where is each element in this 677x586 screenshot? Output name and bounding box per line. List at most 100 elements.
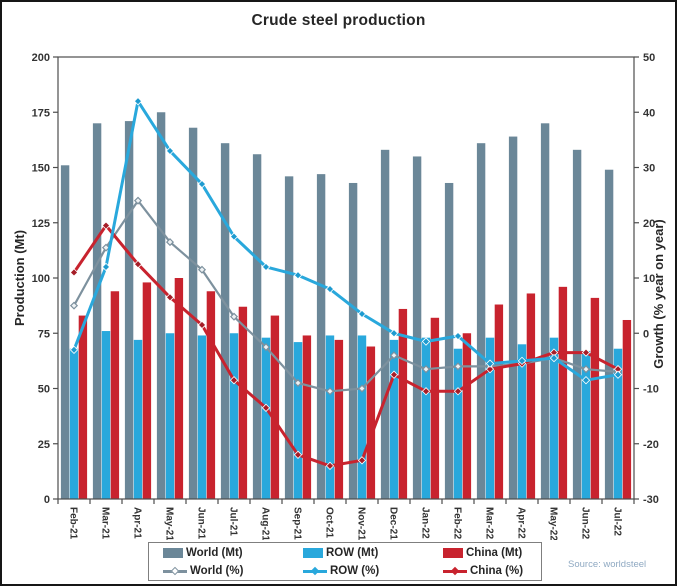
- bar-china-mt: [494, 304, 504, 499]
- bar-china-mt: [174, 278, 184, 499]
- x-axis-month-label: Dec-21: [388, 507, 399, 540]
- bar-china-mt: [238, 306, 248, 499]
- marker-china: [101, 221, 111, 230]
- legend-line-swatch-row: [303, 566, 327, 576]
- marker-world: [133, 196, 143, 205]
- marker-row: [453, 331, 463, 341]
- bar-china-mt: [526, 293, 536, 499]
- x-axis-month-label: Feb-21: [68, 507, 79, 540]
- bar-row-mt: [293, 342, 303, 499]
- marker-row: [613, 370, 623, 379]
- diamond-marker-icon: [170, 566, 180, 576]
- marker-china: [325, 461, 335, 471]
- marker-row: [581, 376, 591, 385]
- x-axis-month-label: Jul-21: [228, 507, 239, 536]
- right-axis-tick-label: 30: [643, 163, 655, 175]
- left-axis-tick-label: 100: [32, 273, 50, 285]
- right-axis-tick-label: 50: [643, 52, 655, 64]
- left-axis-tick-label: 175: [32, 107, 50, 119]
- left-axis-tick-label: 0: [44, 494, 50, 506]
- marker-row: [357, 309, 367, 319]
- bar-row-mt: [229, 333, 239, 499]
- diamond-marker-icon: [450, 566, 460, 576]
- bar-row-mt: [453, 348, 463, 499]
- x-axis-month-label: Jun-21: [196, 507, 207, 540]
- x-axis-month-label: Mar-21: [100, 507, 111, 540]
- marker-china: [69, 268, 79, 277]
- bar-china-mt: [78, 315, 88, 499]
- bar-row-mt: [69, 348, 79, 499]
- bar-world-mt: [572, 149, 582, 499]
- x-axis-month-label: Aug-21: [260, 507, 271, 540]
- marker-row: [261, 262, 271, 272]
- bar-world-mt: [412, 156, 422, 499]
- line-china: [72, 224, 619, 468]
- bar-world-mt: [124, 121, 134, 499]
- legend-item-world: World (%): [163, 565, 303, 577]
- bar-row-mt: [581, 350, 591, 499]
- right-axis-tick-label: 10: [643, 273, 655, 285]
- bar-china-mt: [270, 315, 280, 499]
- marker-world: [581, 365, 591, 374]
- bar-world-mt: [60, 165, 70, 500]
- chart-title: Crude steel production: [251, 12, 426, 29]
- marker-row: [165, 146, 175, 156]
- legend-item-row: ROW (%): [303, 565, 443, 577]
- marker-row: [389, 329, 399, 338]
- legend-item-world-mt: World (Mt): [163, 547, 303, 559]
- x-axis-month-label: May-22: [548, 507, 559, 540]
- diamond-marker-icon: [310, 566, 320, 576]
- bar-world-mt: [284, 176, 294, 499]
- legend-label-china: China (%): [470, 565, 524, 577]
- chart-legend: World (Mt) ROW (Mt) China (Mt) World (%) ROW…: [148, 542, 542, 581]
- x-axis-month-label: Jan-22: [420, 507, 431, 539]
- legend-label-row: ROW (%): [330, 565, 380, 577]
- bar-world-mt: [252, 154, 262, 500]
- left-axis-tick-label: 25: [38, 439, 50, 451]
- bar-world-mt: [156, 112, 166, 499]
- legend-bar-swatch-row-mt: [303, 548, 323, 558]
- bar-row-mt: [165, 333, 175, 499]
- marker-china: [293, 450, 303, 459]
- x-axis-month-label: Jul-22: [612, 507, 623, 536]
- marker-china: [133, 260, 143, 269]
- legend-label-world-mt: World (Mt): [186, 547, 243, 559]
- marker-china: [581, 348, 591, 357]
- bar-world-mt: [540, 123, 550, 500]
- bar-china-mt: [398, 308, 408, 499]
- marker-world: [197, 265, 207, 274]
- legend-item-china-mt: China (Mt): [443, 547, 551, 559]
- legend-label-world: World (%): [190, 565, 244, 577]
- legend-bar-swatch-world-mt: [163, 548, 183, 558]
- marker-row: [229, 232, 239, 241]
- bar-world-mt: [348, 182, 358, 499]
- right-axis-tick-label: 20: [643, 218, 655, 230]
- marker-row: [421, 337, 431, 346]
- bar-row-mt: [549, 337, 559, 499]
- marker-world: [421, 365, 431, 374]
- legend-item-row-mt: ROW (Mt): [303, 547, 443, 559]
- right-axis-tick-label: -10: [643, 384, 659, 396]
- marker-row: [101, 262, 111, 272]
- legend-item-china: China (%): [443, 565, 551, 577]
- right-axis-tick-label: 0: [643, 328, 649, 340]
- bar-row-mt: [517, 344, 527, 499]
- right-axis-title: Growth (% year on year): [651, 219, 666, 369]
- bar-row-mt: [197, 335, 207, 499]
- marker-row: [293, 271, 303, 280]
- marker-world: [261, 343, 271, 352]
- marker-world: [389, 351, 399, 360]
- bar-world-mt: [380, 149, 390, 499]
- x-axis-month-label: May-21: [164, 507, 175, 540]
- bar-china-mt: [302, 335, 312, 499]
- marker-china: [389, 370, 399, 379]
- x-axis-month-label: Apr-21: [132, 507, 143, 539]
- bar-world-mt: [604, 169, 614, 499]
- x-axis-month-label: Nov-21: [356, 507, 367, 540]
- bar-world-mt: [220, 143, 230, 499]
- left-axis-title: Production (Mt): [12, 230, 27, 326]
- marker-row: [549, 353, 559, 363]
- right-axis-tick-label: -20: [643, 439, 659, 451]
- marker-world: [165, 238, 175, 247]
